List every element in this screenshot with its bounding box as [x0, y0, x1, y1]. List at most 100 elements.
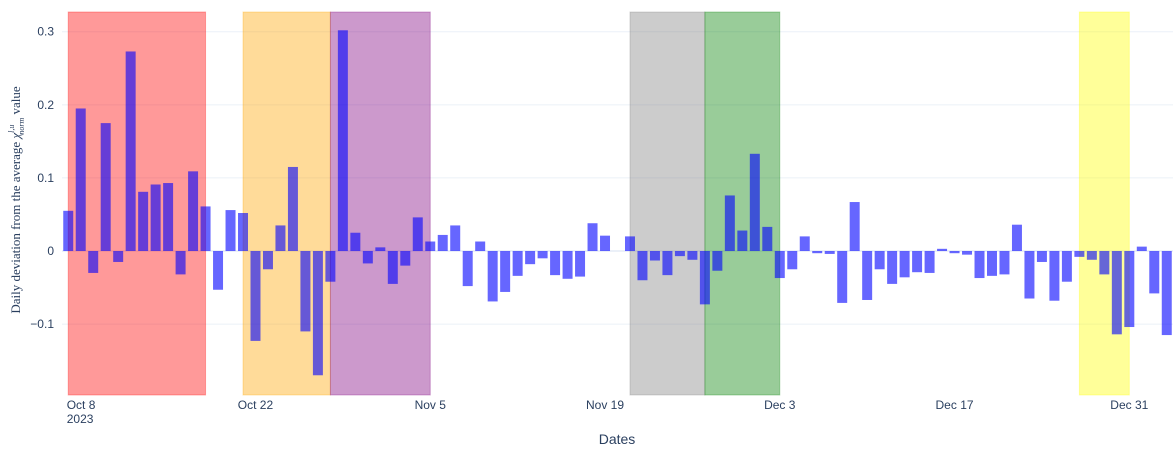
bar: [1149, 251, 1160, 294]
bar: [75, 108, 86, 252]
bar: [600, 235, 611, 252]
x-tick-label-line: Dec 31: [1110, 398, 1148, 412]
bar: [537, 251, 548, 259]
bar: [300, 251, 311, 332]
bar: [624, 236, 635, 252]
bar: [999, 251, 1010, 275]
y-tick-label: 0: [47, 244, 54, 258]
x-axis-title: Dates: [599, 431, 636, 447]
bar: [400, 251, 411, 266]
bar: [724, 195, 735, 252]
bar: [1124, 251, 1135, 328]
bar: [899, 251, 910, 278]
bar: [462, 251, 473, 287]
x-tick-label: Nov 5: [415, 398, 447, 412]
x-tick-label-line: Oct 8: [67, 398, 96, 412]
bar: [837, 251, 848, 303]
bar: [1074, 251, 1085, 257]
bar: [238, 213, 248, 252]
bar: [450, 225, 461, 252]
bar: [937, 248, 948, 252]
bar: [387, 251, 398, 284]
x-tick-label: Dec 3: [764, 398, 796, 412]
bar: [887, 251, 898, 284]
bar: [987, 251, 997, 276]
bar: [824, 251, 835, 254]
bar: [325, 251, 336, 282]
bar: [375, 247, 386, 252]
bar: [862, 251, 873, 300]
bar: [1011, 224, 1022, 252]
y-title-sup: l,u: [7, 125, 16, 133]
bar: [337, 30, 348, 252]
bar: [812, 251, 823, 254]
bar: [687, 251, 698, 260]
bar: [138, 191, 149, 252]
bar: [787, 251, 798, 270]
bar: [1086, 251, 1097, 260]
y-title-text: Daily deviation from the average: [8, 142, 23, 314]
y-tick-label: 0.2: [37, 98, 54, 112]
bar: [125, 51, 136, 252]
bar: [550, 251, 561, 276]
bar: [1111, 251, 1122, 335]
bar: [924, 251, 935, 273]
bar: [1036, 251, 1047, 262]
bar: [200, 206, 211, 252]
bar: [362, 251, 373, 264]
bar: [949, 251, 960, 254]
bar: [1061, 251, 1072, 282]
bar: [250, 251, 261, 341]
bar: [188, 171, 199, 252]
highlight-region: [67, 11, 207, 396]
bar: [262, 251, 273, 270]
x-tick-label-line: Dec 3: [764, 398, 796, 412]
bar: [287, 166, 298, 252]
bar: [1024, 251, 1035, 299]
bar: [213, 251, 224, 290]
bar: [662, 251, 673, 276]
bar: [712, 251, 723, 271]
bar: [974, 251, 985, 279]
bar: [1099, 251, 1110, 275]
bar: [163, 183, 174, 252]
bar: [113, 251, 124, 262]
y-tick-label: 0.1: [37, 171, 54, 185]
bar: [1136, 246, 1147, 252]
bar: [1161, 251, 1172, 336]
x-tick-label-line: Oct 22: [238, 398, 274, 412]
bar: [762, 226, 773, 252]
y-title-after: value: [8, 86, 23, 114]
highlight-region: [629, 11, 706, 396]
x-tick-label-line: 2023: [67, 412, 94, 426]
bar: [425, 241, 436, 252]
bar: [475, 241, 486, 252]
y-title-symbol: χ: [8, 133, 23, 141]
bar: [100, 123, 111, 252]
y-title-sub: norm: [17, 118, 26, 135]
bar: [412, 217, 423, 252]
x-tick-label: Dec 17: [936, 398, 974, 412]
y-axis-title: Daily deviation from the average χl,unor…: [7, 86, 27, 314]
bar: [674, 251, 685, 257]
bar: [587, 223, 598, 252]
bar: [749, 153, 760, 252]
bar: [1049, 251, 1060, 301]
bar: [437, 234, 448, 252]
bar: [774, 251, 785, 279]
y-tick-label: 0.3: [37, 25, 54, 39]
bar: [874, 251, 885, 270]
bar: [699, 251, 710, 305]
highlight-region: [1078, 11, 1130, 396]
bar: [63, 210, 74, 252]
bar: [799, 236, 810, 252]
bar: [150, 184, 161, 252]
bar: [525, 251, 536, 265]
bar: [637, 251, 648, 281]
x-tick-label-line: Nov 19: [586, 398, 624, 412]
highlight-region: [704, 11, 781, 396]
x-tick-label: Nov 19: [586, 398, 624, 412]
y-tick-label: −0.1: [30, 317, 54, 331]
